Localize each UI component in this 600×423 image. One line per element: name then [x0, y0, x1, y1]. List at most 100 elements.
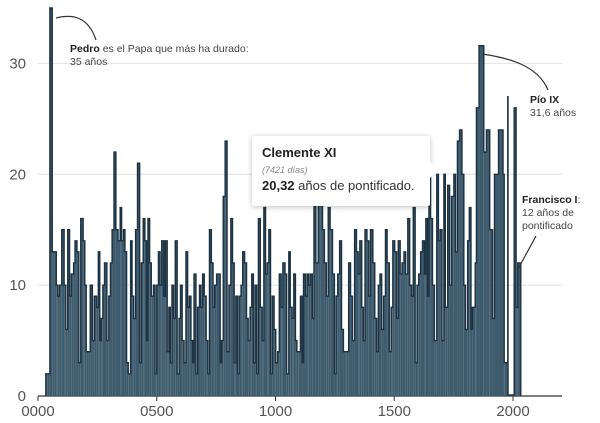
bar	[366, 240, 369, 396]
bar	[298, 351, 301, 396]
bar	[443, 174, 446, 396]
pio-name: Pío IX	[530, 94, 560, 106]
bar	[274, 329, 276, 396]
bar	[494, 174, 499, 396]
bar	[425, 218, 428, 396]
bar	[486, 129, 490, 396]
francisco-leader-line	[517, 235, 537, 270]
bar	[234, 362, 236, 396]
bar	[253, 362, 256, 396]
bar	[192, 362, 195, 396]
bar	[308, 285, 311, 396]
bar	[275, 362, 278, 396]
bar	[441, 340, 444, 396]
bar	[475, 262, 477, 396]
bar	[45, 373, 48, 396]
bar	[187, 307, 190, 396]
bar	[326, 296, 329, 396]
bar	[290, 307, 293, 396]
francisco-text: : 12 años de pontificado	[522, 194, 581, 232]
bar	[434, 340, 437, 396]
bar	[432, 285, 435, 396]
bar	[110, 262, 113, 396]
x-tick-label: 1000	[259, 403, 292, 420]
bar	[370, 229, 373, 396]
bar	[350, 296, 353, 396]
bar	[232, 262, 235, 396]
bar	[270, 373, 273, 396]
bar	[220, 362, 222, 396]
tooltip-years: 20,32 años de pontificado.	[262, 178, 420, 193]
bar	[449, 285, 452, 396]
bar	[171, 285, 174, 396]
bar	[78, 362, 81, 396]
bar	[517, 262, 521, 396]
bar	[461, 174, 464, 396]
bar	[516, 307, 518, 396]
bar	[67, 229, 70, 396]
bar	[241, 285, 243, 396]
bar	[218, 274, 221, 396]
pio-annotation: Pío IX 31,6 años	[530, 94, 596, 120]
bar	[206, 340, 208, 396]
bar	[422, 240, 425, 396]
bar	[293, 274, 296, 396]
bar	[391, 307, 393, 396]
bar	[489, 229, 493, 396]
bar	[123, 229, 125, 396]
bar	[463, 285, 466, 396]
bar	[98, 251, 100, 396]
bar	[214, 285, 217, 396]
bar	[167, 351, 169, 396]
bar	[80, 218, 84, 396]
bar	[430, 218, 433, 396]
bar	[126, 362, 129, 396]
bar	[479, 45, 484, 396]
bar	[114, 152, 116, 396]
bar	[469, 207, 471, 396]
bar	[324, 262, 327, 396]
bar	[302, 362, 304, 396]
francisco-annotation: Francisco I: 12 años de pontificado	[522, 194, 592, 233]
francisco-name: Francisco I	[522, 194, 578, 206]
bar	[383, 296, 386, 396]
bar	[459, 129, 462, 396]
bar	[409, 285, 412, 396]
bar	[411, 296, 414, 396]
bar	[346, 351, 349, 396]
bar	[199, 285, 201, 396]
bar	[341, 329, 344, 396]
bar	[268, 229, 271, 396]
bar	[61, 229, 65, 396]
bar	[59, 285, 62, 396]
bar	[332, 274, 335, 396]
bar	[263, 207, 266, 396]
bar	[453, 174, 456, 396]
bar	[288, 251, 291, 396]
bar	[279, 274, 282, 396]
bars-group	[45, 8, 521, 397]
y-tick-label: 30	[9, 55, 26, 72]
bar	[336, 296, 338, 396]
bar	[483, 152, 487, 396]
bar	[230, 218, 233, 396]
bar	[185, 251, 188, 396]
bar	[260, 307, 263, 396]
bar	[194, 274, 196, 396]
bar	[277, 351, 280, 396]
pedro-text: es el Papa que más ha durado: 35 años	[70, 43, 249, 68]
bar	[75, 240, 77, 396]
bar	[170, 362, 172, 396]
bar	[92, 340, 95, 396]
bar	[272, 296, 275, 396]
bar	[420, 251, 423, 396]
tooltip: Clemente XI (7421 días) 20,32 años de po…	[252, 136, 438, 206]
bar	[455, 251, 458, 396]
bar	[363, 340, 366, 396]
bar	[163, 296, 166, 396]
bar	[348, 262, 351, 396]
bar	[141, 262, 144, 396]
bar	[281, 307, 283, 396]
bar	[358, 274, 360, 396]
